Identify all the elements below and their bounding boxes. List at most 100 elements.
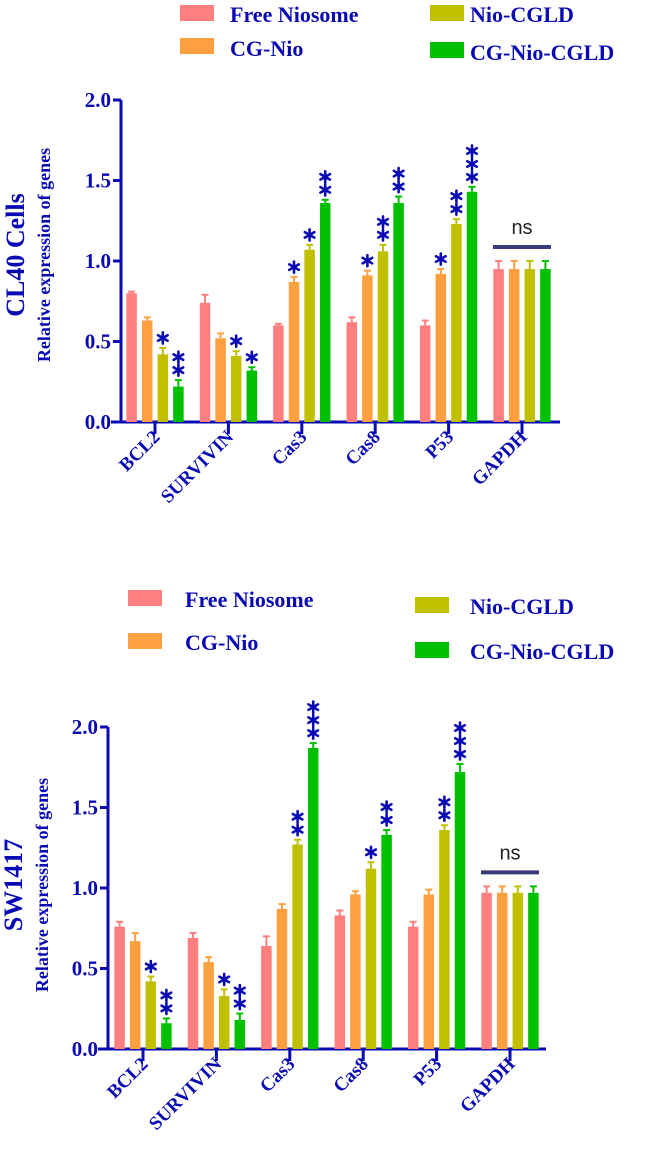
bar — [161, 1023, 172, 1049]
significance-star — [287, 260, 301, 274]
significance-star — [453, 734, 467, 748]
significance-star — [376, 228, 390, 242]
legend-swatch — [128, 590, 162, 606]
bar — [334, 915, 346, 1049]
bar — [157, 354, 169, 422]
significance-star — [438, 808, 451, 823]
y-tick-label: 2.0 — [72, 715, 98, 739]
significance-star — [450, 189, 463, 203]
y-tick-label: 0.0 — [85, 410, 111, 434]
significance-star — [465, 144, 479, 158]
y-tick-label: 0.5 — [85, 330, 111, 354]
x-tick-label: BCL2 — [115, 427, 164, 476]
bar — [451, 223, 462, 422]
y-tick-label: 1.5 — [72, 796, 98, 820]
significance-star — [380, 800, 393, 814]
legend-label: Nio-CGLD — [470, 594, 574, 619]
significance-star — [160, 1001, 173, 1016]
y-tick-label: 1.5 — [85, 169, 111, 193]
bar — [276, 908, 288, 1049]
significance-star — [291, 809, 304, 824]
bar — [304, 249, 315, 422]
legend-swatch — [180, 38, 214, 54]
bar — [435, 273, 447, 422]
bar — [524, 269, 536, 422]
bar — [319, 203, 331, 422]
bar — [218, 995, 230, 1049]
bar — [377, 251, 389, 422]
bar — [466, 191, 478, 422]
significance-star — [465, 170, 479, 184]
x-tick-label: SURVIVIN — [157, 426, 238, 507]
significance-star — [438, 795, 451, 810]
chart-0: Free Niosome CG-Nio Nio-CGLD CG-Nio-CGLD CL4… — [1, 2, 614, 508]
bar — [126, 293, 137, 422]
y-tick-label: 0.0 — [72, 1037, 98, 1061]
legend-label: Free Niosome — [185, 587, 314, 612]
bar — [114, 926, 125, 1049]
significance-star — [218, 972, 231, 987]
bar — [129, 941, 141, 1049]
significance-star — [364, 845, 378, 860]
significance-star — [172, 363, 185, 377]
bar — [203, 962, 214, 1049]
significance-star — [380, 813, 393, 827]
legend-swatch — [430, 42, 464, 58]
bar — [496, 892, 508, 1049]
y-tick-label: 1.0 — [72, 876, 98, 900]
bar — [419, 325, 431, 422]
chart-title: SW1417 — [0, 839, 28, 931]
significance-star — [245, 350, 258, 365]
significance-star — [361, 253, 374, 268]
significance-star — [172, 350, 185, 364]
bar — [234, 1020, 246, 1049]
significance-star — [156, 331, 169, 345]
significance-star — [303, 228, 316, 242]
significance-star — [453, 721, 467, 735]
significance-star — [307, 726, 320, 740]
legend-swatch — [415, 642, 449, 658]
bar — [512, 892, 524, 1049]
significance-star — [450, 202, 463, 216]
bar — [141, 320, 153, 422]
bar — [493, 269, 504, 422]
significance-star — [233, 996, 246, 1011]
bar — [307, 747, 319, 1049]
bar — [423, 894, 435, 1049]
bar — [288, 281, 300, 422]
legend-label: CG-Nio-CGLD — [470, 639, 614, 664]
bar — [199, 302, 211, 422]
significance-star — [434, 252, 447, 266]
significance-star — [465, 157, 479, 171]
significance-star — [144, 959, 157, 974]
x-tick-label: Cas8 — [330, 1054, 373, 1097]
chart-title: CL40 Cells — [1, 193, 30, 317]
bar — [407, 926, 419, 1049]
bar — [540, 269, 551, 422]
ns-label: ns — [499, 842, 520, 864]
bar — [381, 834, 392, 1049]
bar — [187, 937, 199, 1049]
bar — [508, 269, 520, 422]
y-axis-label: Relative expression of genes — [34, 148, 54, 362]
x-tick-label: Cas3 — [268, 427, 311, 470]
y-tick-label: 1.0 — [85, 249, 111, 273]
ns-label: ns — [511, 217, 532, 239]
y-tick-label: 0.5 — [72, 957, 98, 981]
bar — [292, 844, 303, 1049]
significance-star — [319, 183, 332, 197]
legend-swatch — [415, 597, 449, 613]
bar — [145, 981, 157, 1049]
x-tick-label: Cas3 — [256, 1054, 299, 1097]
x-tick-label: GAPDH — [456, 1054, 520, 1118]
significance-star — [453, 747, 467, 761]
legend-swatch — [128, 633, 162, 649]
legend-label: CG-Nio — [185, 630, 258, 655]
legend-label: Free Niosome — [230, 2, 359, 27]
significance-star — [307, 700, 320, 714]
significance-star — [233, 983, 246, 998]
significance-star — [319, 170, 332, 184]
significance-star — [376, 215, 390, 229]
x-tick-label: GAPDH — [468, 427, 532, 491]
